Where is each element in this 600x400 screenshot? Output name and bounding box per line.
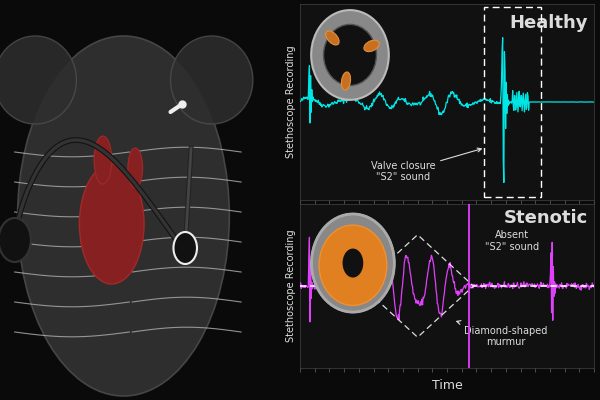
Text: Healthy: Healthy bbox=[509, 14, 588, 32]
Text: Diamond-shaped
murmur: Diamond-shaped murmur bbox=[457, 321, 547, 347]
Text: Stenotic: Stenotic bbox=[504, 209, 588, 227]
Ellipse shape bbox=[128, 148, 143, 188]
Bar bbox=[484, 7, 541, 197]
Ellipse shape bbox=[17, 36, 229, 396]
Y-axis label: Stethoscope Recording: Stethoscope Recording bbox=[286, 46, 296, 158]
Ellipse shape bbox=[0, 36, 76, 124]
Text: Absent
"S2" sound: Absent "S2" sound bbox=[485, 230, 539, 252]
Circle shape bbox=[0, 218, 31, 262]
Text: Valve closure
"S2" sound: Valve closure "S2" sound bbox=[371, 148, 481, 182]
Ellipse shape bbox=[17, 36, 229, 396]
Circle shape bbox=[173, 232, 197, 264]
Ellipse shape bbox=[79, 164, 144, 284]
Text: Time: Time bbox=[431, 379, 463, 392]
Ellipse shape bbox=[170, 36, 253, 124]
Ellipse shape bbox=[94, 136, 112, 184]
Y-axis label: Stethoscope Recording: Stethoscope Recording bbox=[286, 230, 296, 342]
